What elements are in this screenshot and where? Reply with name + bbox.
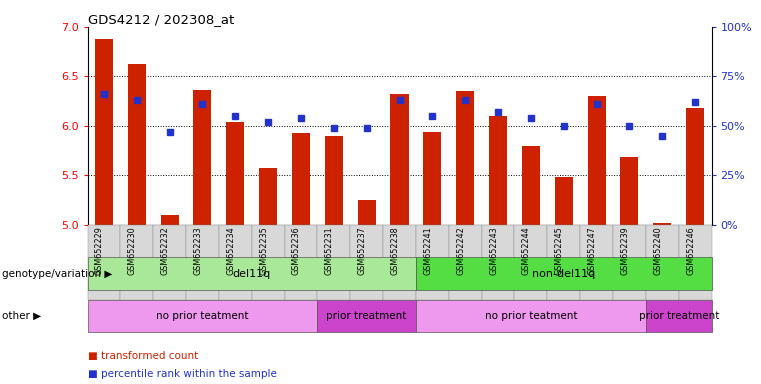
Bar [653, 223, 671, 225]
Text: GSM652233: GSM652233 [193, 227, 202, 275]
Bar [489, 116, 507, 225]
Text: GSM652236: GSM652236 [292, 227, 301, 275]
Bar [522, 146, 540, 225]
Text: GSM652232: GSM652232 [161, 227, 170, 275]
Text: GSM652237: GSM652237 [358, 227, 367, 275]
Text: no prior teatment: no prior teatment [485, 311, 577, 321]
Text: prior treatment: prior treatment [326, 311, 407, 321]
Bar [620, 157, 638, 225]
Bar [587, 96, 606, 225]
Bar [423, 132, 441, 225]
Text: GSM652247: GSM652247 [587, 227, 597, 275]
Text: ■ transformed count: ■ transformed count [88, 351, 198, 361]
Bar [259, 168, 277, 225]
Text: prior treatment: prior treatment [638, 311, 719, 321]
Text: genotype/variation ▶: genotype/variation ▶ [2, 268, 112, 279]
Text: non-del11q: non-del11q [532, 268, 595, 279]
Text: GSM652242: GSM652242 [456, 227, 465, 275]
Text: GSM652245: GSM652245 [555, 227, 564, 275]
Text: GSM652246: GSM652246 [686, 227, 695, 275]
Bar [390, 94, 409, 225]
Bar [95, 39, 113, 225]
Text: GSM652234: GSM652234 [226, 227, 235, 275]
Bar [456, 91, 474, 225]
Text: GSM652244: GSM652244 [522, 227, 531, 275]
Text: GSM652241: GSM652241 [423, 227, 432, 275]
Text: GSM652231: GSM652231 [325, 227, 334, 275]
Text: GSM652230: GSM652230 [128, 227, 137, 275]
Bar [325, 136, 343, 225]
Bar [226, 122, 244, 225]
Text: GDS4212 / 202308_at: GDS4212 / 202308_at [88, 13, 234, 26]
Text: GSM652235: GSM652235 [260, 227, 268, 275]
Text: GSM652229: GSM652229 [95, 227, 104, 275]
Bar [555, 177, 573, 225]
Bar [161, 215, 179, 225]
Bar [128, 65, 146, 225]
Text: GSM652239: GSM652239 [620, 227, 629, 275]
Text: GSM652243: GSM652243 [489, 227, 498, 275]
Bar [193, 90, 212, 225]
Bar [686, 108, 704, 225]
Bar [358, 200, 376, 225]
Text: no prior teatment: no prior teatment [156, 311, 249, 321]
Text: other ▶: other ▶ [2, 311, 40, 321]
Text: ■ percentile rank within the sample: ■ percentile rank within the sample [88, 369, 276, 379]
Text: del11q: del11q [233, 268, 271, 279]
Bar [292, 133, 310, 225]
Text: GSM652240: GSM652240 [653, 227, 662, 275]
Text: GSM652238: GSM652238 [390, 227, 400, 275]
